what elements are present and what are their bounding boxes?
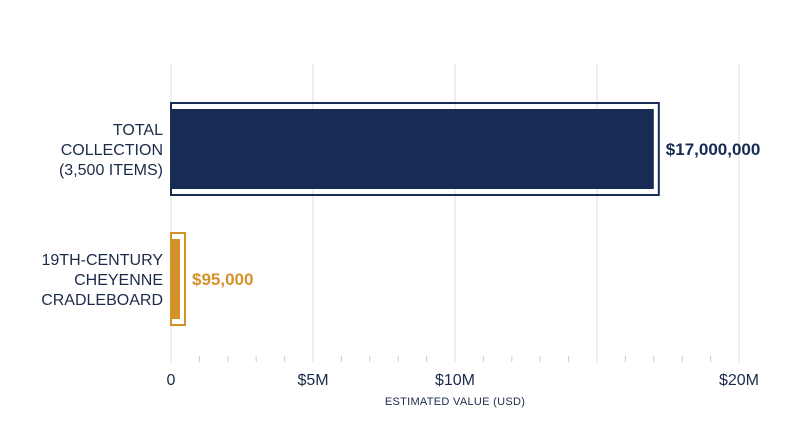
category-label-1: 19TH-CENTURY CHEYENNE CRADLEBOARD (41, 252, 163, 309)
value-label-0: $17,000,000 (666, 140, 761, 159)
x-tick-labels: 0 $5M $10M $20M (167, 372, 759, 389)
category-label-line: COLLECTION (61, 142, 163, 159)
x-tick-label-2: $10M (435, 372, 475, 389)
gridlines (170, 64, 740, 362)
category-label-line: TOTAL (113, 122, 163, 139)
bar-1 (171, 239, 180, 319)
axis-minor-ticks (198, 356, 712, 362)
category-label-0: TOTAL COLLECTION (3,500 ITEMS) (59, 122, 163, 179)
bars (170, 102, 660, 326)
value-label-1: $95,000 (192, 270, 253, 289)
category-label-line: CHEYENNE (74, 272, 163, 289)
category-labels: TOTAL COLLECTION (3,500 ITEMS) 19TH-CENTURY… (41, 122, 163, 309)
x-axis-title: ESTIMATED VALUE (USD) (385, 396, 525, 408)
x-tick-label-3: $20M (719, 372, 759, 389)
category-label-line: 19TH-CENTURY (42, 252, 164, 269)
bar-0 (171, 109, 654, 189)
x-tick-label-0: 0 (167, 372, 176, 389)
category-label-line: (3,500 ITEMS) (59, 162, 163, 179)
x-tick-label-1: $5M (297, 372, 328, 389)
category-label-line: CRADLEBOARD (41, 292, 163, 309)
value-labels: $17,000,000 $95,000 (192, 140, 760, 289)
